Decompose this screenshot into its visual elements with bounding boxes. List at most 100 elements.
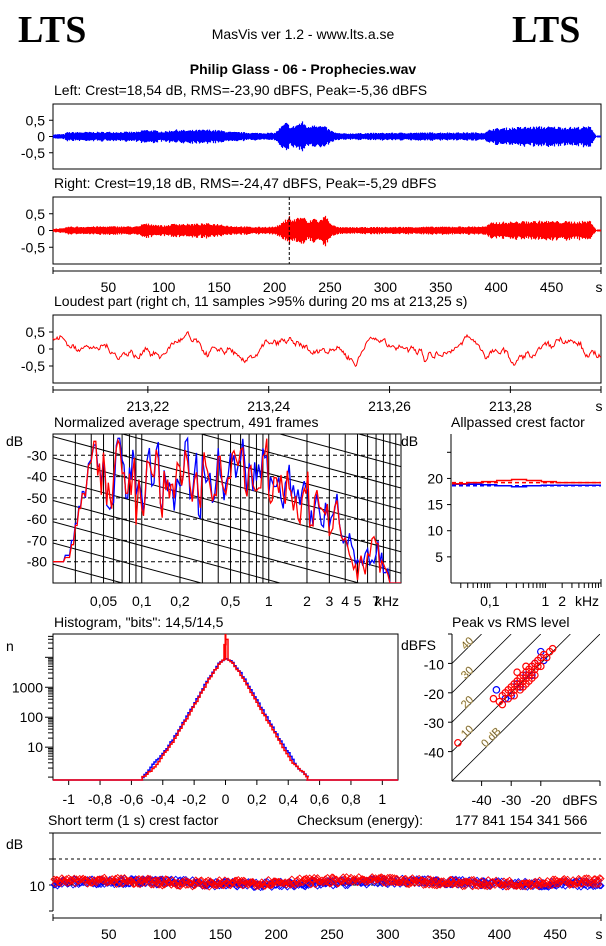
x-unit-label: s	[596, 279, 603, 295]
right-peak-rms-point	[542, 653, 551, 662]
x-tick-label: 400	[484, 279, 508, 295]
right-crest-point	[597, 875, 605, 883]
right-peak-rms-point	[504, 694, 513, 703]
x-tick-label: -40	[471, 792, 491, 808]
right-crest-point	[204, 876, 212, 884]
left-crest-point	[432, 876, 440, 884]
right-crest-point	[201, 882, 209, 890]
x-tick-label: -0,4	[151, 791, 175, 807]
right-crest-point	[282, 881, 290, 889]
x-unit-label: kHz	[575, 593, 599, 609]
right-crest-point	[79, 874, 87, 882]
right-crest-point	[254, 882, 262, 890]
spectrum-title: Normalized average spectrum, 491 frames	[54, 414, 319, 430]
left-crest-point	[596, 882, 604, 890]
y-tick-label: 100	[20, 709, 44, 725]
y-tick-label: 0	[37, 129, 45, 145]
right-crest-point	[405, 880, 413, 889]
right-peak-rms-point	[534, 662, 542, 671]
x-tick-label: 100	[153, 926, 177, 942]
left-crest-line	[452, 483, 601, 488]
x-tick-label: -30	[501, 792, 521, 808]
right-crest-point	[265, 881, 274, 890]
y-tick-label: -70	[27, 532, 47, 548]
right-crest-point	[233, 880, 241, 889]
left-peak-rms-point	[528, 671, 536, 679]
x-tick-label: 300	[376, 926, 400, 942]
right-crest-point	[539, 879, 547, 888]
diagonal-label: 10	[459, 723, 476, 740]
right-crest-point	[188, 883, 197, 891]
slope-gridline	[199, 434, 401, 489]
right-crest-point	[342, 873, 351, 881]
loudest-part-line	[52, 331, 602, 368]
x-tick-label: 1	[542, 593, 550, 609]
y-tick-label: -50	[27, 490, 47, 506]
y-tick-label: 0,5	[26, 324, 46, 340]
x-tick-label: -0,6	[119, 791, 143, 807]
right-crest-point	[461, 882, 469, 890]
x-tick-label: 213,24	[247, 398, 290, 414]
right-crest-point	[54, 878, 63, 887]
x-tick-label: -0,2	[182, 791, 206, 807]
y-tick-label: -0,5	[21, 239, 45, 255]
y-tick-label: -0,5	[21, 145, 45, 161]
right-crest-point	[327, 879, 335, 888]
right-crest-point	[538, 881, 546, 889]
loudest-part-title: Loudest part (right ch, 11 samples >95% …	[54, 293, 468, 309]
right-crest-point	[125, 877, 133, 885]
right-crest-point	[595, 880, 603, 888]
diagonal-label: 20	[459, 694, 476, 711]
right-histogram-line	[53, 638, 398, 781]
right-spectrum-line	[53, 438, 401, 583]
x-tick-label: 300	[374, 279, 398, 295]
y-tick-label: 10	[29, 878, 45, 894]
right-peak-rms-point	[525, 677, 533, 685]
right-crest-point	[100, 873, 108, 881]
spectrum-grid	[53, 434, 401, 583]
right-crest-point	[522, 879, 530, 887]
x-tick-label: 0,05	[90, 593, 117, 609]
y-tick-label: -20	[424, 686, 444, 702]
diagonal-10db	[452, 634, 571, 753]
right-crest-point	[428, 881, 437, 889]
right-peak-rms-point	[489, 694, 498, 703]
histogram-title: Histogram, "bits": 14,5/14,5	[54, 614, 224, 630]
slope-gridline	[278, 434, 401, 468]
left-peak-rms-point	[516, 683, 524, 691]
right-peak-rms-point	[522, 662, 530, 671]
right-crest-point	[375, 874, 383, 882]
right-crest-point	[417, 876, 425, 884]
right-crest-point	[322, 878, 331, 886]
right-crest-point	[317, 878, 325, 886]
slope-gridline	[120, 434, 401, 510]
x-tick-label: 250	[320, 926, 344, 942]
right-crest-point	[400, 875, 409, 883]
right-crest-point	[309, 876, 317, 884]
x-tick-label: 0,2	[170, 593, 190, 609]
y-tick-label: -0,5	[21, 358, 45, 374]
y-axis-label: n	[6, 638, 14, 654]
app-title: MasVis ver 1.2 - www.lts.a.se	[211, 26, 395, 42]
right-crest-point	[483, 882, 491, 891]
right-crest-point	[364, 878, 372, 886]
right-crest-point	[523, 879, 531, 887]
left-crest-point	[283, 883, 292, 891]
right-crest-point	[592, 880, 601, 889]
x-tick-label: 350	[429, 279, 453, 295]
x-tick-label: 350	[432, 926, 456, 942]
diagonal-20db	[452, 634, 542, 723]
x-tick-label: 213,22	[126, 398, 169, 414]
y-tick-label: 0	[37, 341, 45, 357]
right-crest-point	[341, 878, 350, 887]
y-tick-label: 15	[427, 497, 443, 513]
y-tick-label: 5	[435, 549, 443, 565]
left-crest-point	[156, 875, 164, 883]
x-tick-label: 0,8	[341, 791, 361, 807]
x-unit-label: kHz	[375, 593, 399, 609]
right-channel-waveform	[52, 215, 598, 247]
right-waveform-title: Right: Crest=19,18 dB, RMS=-24,47 dBFS, …	[54, 175, 437, 191]
x-tick-label: 0	[222, 791, 230, 807]
x-tick-label: 450	[544, 926, 568, 942]
